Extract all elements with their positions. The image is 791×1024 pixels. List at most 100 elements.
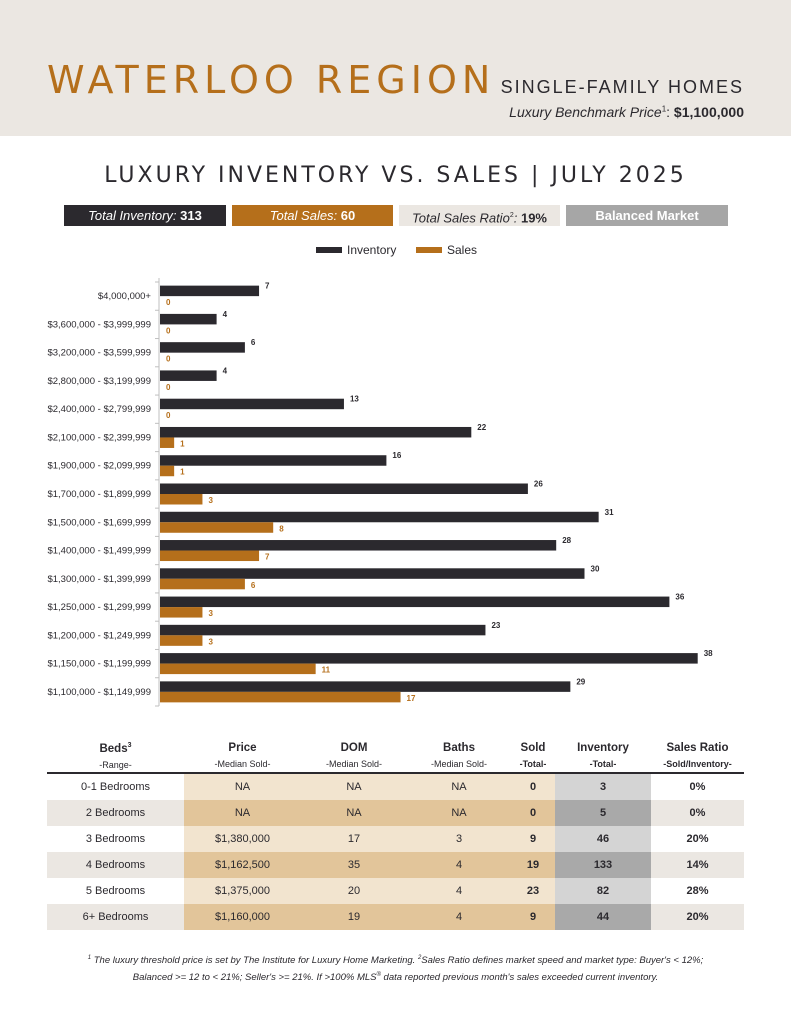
cell-dom: 35 [301, 852, 407, 878]
cell-sold: 0 [511, 800, 555, 826]
sales-data-label: 0 [166, 298, 171, 307]
column-header-title: Sold [520, 742, 546, 754]
inventory-bar [160, 511, 599, 523]
column-header-sales-ratio: Sales Ratio -Sold/Inventory- [651, 742, 744, 769]
y-tick-label: $1,100,000 - $1,149,999 [47, 687, 151, 698]
sales-data-label: 3 [208, 609, 213, 618]
table-row: 3 Bedrooms $1,380,000 17 3 9 46 20% [47, 826, 744, 852]
sales-data-label: 11 [322, 666, 331, 675]
sales-data-label: 8 [279, 524, 284, 533]
y-tick-label: $3,600,000 - $3,999,999 [47, 319, 151, 330]
inventory-bar [160, 568, 585, 579]
y-tick-label: $2,400,000 - $2,799,999 [47, 404, 151, 415]
sales-bar [160, 465, 175, 477]
y-tick-label: $1,900,000 - $2,099,999 [47, 461, 151, 472]
cell-baths: NA [407, 800, 511, 826]
bar-group: $1,250,000 - $1,299,999 36 3 [47, 592, 685, 618]
inventory-bar [160, 540, 557, 551]
cell-dom: 19 [301, 904, 407, 930]
bar-group: $1,900,000 - $2,099,999 16 1 [47, 451, 402, 477]
footnote-line1-a: The luxury threshold price is set by The… [91, 955, 418, 967]
table-row: 0-1 Bedrooms NA NA NA 0 3 0% [47, 774, 744, 800]
region-title: WATERLOO REGION [47, 58, 496, 102]
cell-ratio: 14% [651, 852, 744, 878]
inventory-data-label: 16 [392, 451, 401, 460]
sales-bar [160, 522, 274, 533]
cell-price: $1,375,000 [184, 878, 301, 904]
inventory-data-label: 28 [562, 536, 571, 545]
legend-sales-label: Sales [447, 243, 477, 257]
inventory-bar [160, 426, 472, 438]
bar-group: $1,150,000 - $1,199,999 38 11 [47, 648, 713, 675]
sales-bar [160, 607, 203, 618]
y-tick-label: $2,800,000 - $3,199,999 [47, 376, 151, 387]
footnote-line2-b: data reported previous month's sales exc… [380, 972, 659, 984]
cell-baths: 3 [407, 826, 511, 852]
table-row: 6+ Bedrooms $1,160,000 19 4 9 44 20% [47, 904, 744, 930]
inventory-bar [160, 313, 217, 325]
sales-bar [160, 663, 316, 675]
cell-inventory: 46 [555, 826, 651, 852]
chart-title: LUXURY INVENTORY VS. SALES | JULY 2025 [104, 163, 687, 188]
column-header-dom: DOM -Median Sold- [301, 742, 407, 769]
cell-ratio: 0% [651, 800, 744, 826]
inventory-bar [160, 455, 387, 466]
bar-group: $4,000,000+ 7 0 [98, 281, 270, 307]
sales-bar [160, 437, 175, 448]
footnote-ref-2: 2 [417, 955, 422, 961]
bar-group: $2,800,000 - $3,199,999 4 0 [47, 366, 228, 392]
inventory-bar [160, 370, 217, 381]
y-tick-label: $3,200,000 - $3,599,999 [47, 348, 151, 359]
inventory-bar [160, 483, 528, 494]
cell-dom: NA [301, 800, 407, 826]
inventory-data-label: 23 [491, 621, 500, 630]
sales-data-label: 0 [166, 355, 171, 364]
footnote: 1 The luxury threshold price is set by T… [47, 951, 744, 985]
benchmark-value: $1,100,000 [673, 104, 744, 120]
cell-ratio: 28% [651, 878, 744, 904]
total-sales-ratio-badge: Total Sales Ratio2: 19% [399, 205, 560, 226]
inventory-data-label: 4 [223, 366, 228, 375]
cell-sold: 9 [511, 826, 555, 852]
column-header-subtitle: -Median Sold- [430, 759, 488, 769]
cell-inventory: 82 [555, 878, 651, 904]
sales-data-label: 3 [208, 496, 213, 505]
inventory-bar [160, 342, 245, 353]
sales-data-label: 0 [166, 326, 171, 335]
header-banner: WATERLOO REGION SINGLE-FAMILY HOMES Luxu… [0, 0, 791, 136]
home-type-label: SINGLE-FAMILY HOMES [500, 77, 744, 97]
sales-ratio-colon: : [513, 210, 518, 226]
y-tick-label: $1,700,000 - $1,899,999 [47, 489, 151, 500]
registered-mark: ® [376, 972, 381, 979]
cell-price: NA [184, 774, 301, 800]
y-tick-label: $2,100,000 - $2,399,999 [47, 432, 151, 443]
column-header-title: Inventory [577, 742, 629, 754]
column-header-title: Sales Ratio [666, 742, 729, 754]
cell-price: $1,162,500 [184, 852, 301, 878]
total-inventory-value: 313 [180, 208, 202, 223]
bar-group: $3,200,000 - $3,599,999 6 0 [47, 338, 256, 364]
sales-ratio-footnote-ref: 2 [509, 212, 514, 219]
inventory-data-label: 38 [704, 649, 713, 658]
benchmark-price: Luxury Benchmark Price1: $1,100,000 [509, 104, 744, 120]
cell-beds: 4 Bedrooms [47, 852, 184, 878]
table-header: Beds3 -Range- Price -Median Sold- DOM -Median… [47, 738, 744, 774]
inventory-data-label: 36 [675, 593, 684, 602]
y-tick-label: $1,200,000 - $1,249,999 [47, 630, 151, 641]
sales-data-label: 17 [407, 694, 416, 703]
inventory-bar [160, 398, 344, 410]
cell-sold: 9 [511, 904, 555, 930]
inventory-data-label: 7 [265, 282, 270, 291]
column-header-price: Price -Median Sold- [184, 742, 301, 769]
column-header-subtitle: -Median Sold- [214, 759, 271, 769]
chart-legend: Inventory Sales [316, 243, 477, 257]
table-row: 4 Bedrooms $1,162,500 35 4 19 133 14% [47, 852, 744, 878]
cell-baths: 4 [407, 852, 511, 878]
cell-sold: 19 [511, 852, 555, 878]
benchmark-footnote-ref: 1 [661, 104, 667, 114]
sales-bar [160, 494, 203, 505]
cell-beds: 2 Bedrooms [47, 800, 184, 826]
cell-sold: 0 [511, 774, 555, 800]
y-tick-label: $4,000,000+ [98, 291, 152, 302]
inventory-data-label: 30 [591, 564, 600, 573]
